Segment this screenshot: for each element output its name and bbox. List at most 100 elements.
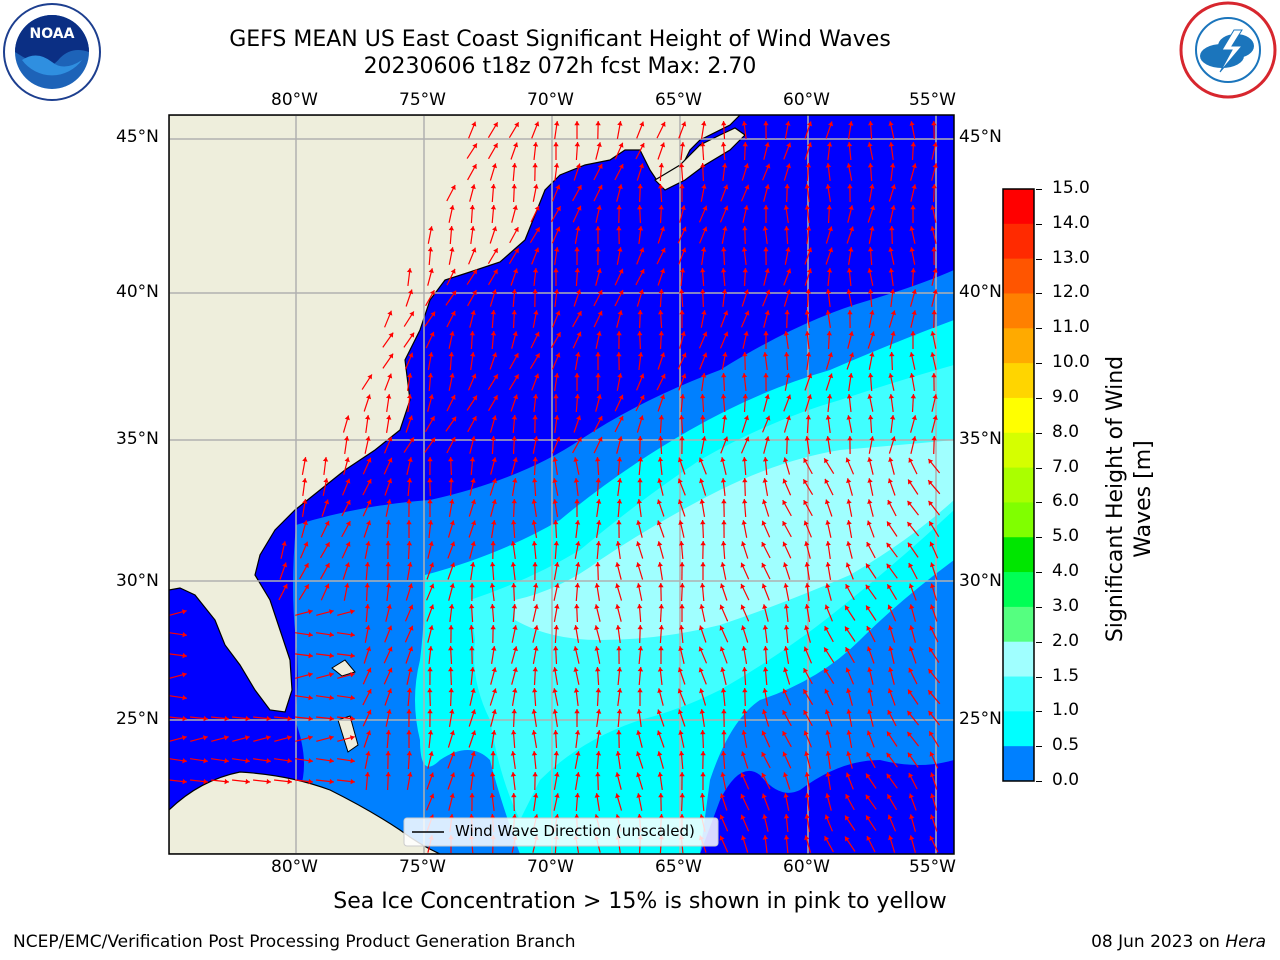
wind-arrow-head <box>910 394 916 399</box>
wind-arrow-head <box>742 142 748 147</box>
colorbar-label: Significant Height of Wind Waves [m] <box>1102 349 1158 649</box>
wind-arrow-head <box>681 121 687 127</box>
wind-arrow-head <box>534 121 540 127</box>
wind-arrow-head <box>491 415 497 421</box>
wind-arrow-head <box>638 289 644 295</box>
wind-arrow-head <box>763 646 769 651</box>
wind-arrow-head <box>890 310 896 316</box>
wind-arrow-head <box>388 332 394 338</box>
wind-arrow-head <box>636 709 642 714</box>
wind-arrow-head <box>761 730 767 736</box>
wind-arrow-head <box>866 815 871 821</box>
wind-arrow-head <box>803 710 809 716</box>
wind-arrow-head <box>931 184 937 189</box>
wind-wave-arrows <box>169 120 941 854</box>
wind-arrow-head <box>513 353 519 359</box>
wind-arrow-head <box>657 541 663 547</box>
wind-arrow-head <box>909 247 915 252</box>
wind-arrow-head <box>448 457 454 462</box>
wind-arrow-head <box>741 541 747 547</box>
wind-arrow-head <box>472 143 477 149</box>
wind-arrow-head <box>764 310 770 316</box>
wind-arrow-head <box>618 164 624 169</box>
footer-date: 08 Jun 2023 on Hera <box>1091 932 1266 952</box>
wind-arrow-head <box>493 122 498 128</box>
wind-arrow-head <box>782 541 788 547</box>
wind-arrow-head <box>784 352 790 357</box>
wind-arrow-head <box>615 541 621 546</box>
wind-arrow-head <box>427 247 434 252</box>
wind-arrow-head <box>828 121 834 127</box>
wind-arrow-head <box>554 604 560 609</box>
wind-arrow-head <box>637 310 643 315</box>
wind-arrow-head <box>470 499 476 505</box>
wind-arrow-head <box>639 143 645 148</box>
wind-arrow-head <box>364 772 371 777</box>
wind-arrow-head <box>908 773 914 778</box>
wind-arrow-head <box>678 625 685 630</box>
wind-arrow-head <box>722 226 728 231</box>
wind-arrow-head <box>887 500 893 505</box>
wind-arrow-head <box>365 415 371 420</box>
wind-arrow-head <box>245 778 250 785</box>
wind-arrow-head <box>930 772 935 778</box>
wind-arrow-head <box>824 668 829 674</box>
wind-arrow-head <box>574 268 580 273</box>
wind-arrow-head <box>846 541 852 546</box>
wind-arrow-head <box>660 394 666 400</box>
wind-arrow-head <box>887 688 893 694</box>
wind-arrow-head <box>366 394 372 400</box>
wind-arrow-head <box>762 499 768 505</box>
wind-arrow-head <box>511 415 518 420</box>
lat-label-right-40n: 40°N <box>959 282 1002 302</box>
wind-arrow-head <box>656 520 662 526</box>
wind-arrow-head <box>595 373 601 378</box>
wind-arrow-head <box>385 562 391 567</box>
wind-arrow-head <box>721 709 727 714</box>
wind-arrow-head <box>493 269 498 275</box>
wind-arrow-head <box>867 667 873 672</box>
wind-arrow-head <box>636 793 642 798</box>
wind-arrow-head <box>637 688 643 693</box>
wind-arrow-head <box>428 352 434 357</box>
wind-arrow-head <box>890 436 896 442</box>
wind-arrow-head <box>702 352 708 358</box>
wind-arrow-head <box>595 667 601 672</box>
wind-arrow-head <box>576 331 582 337</box>
wind-arrow-head <box>427 646 434 651</box>
wind-arrow-head <box>722 352 728 357</box>
wind-arrow-head <box>575 352 581 357</box>
wind-arrow-head <box>597 164 603 169</box>
wind-arrow-head <box>804 751 810 756</box>
wind-arrow-head <box>552 499 558 504</box>
wind-arrow-head <box>493 248 498 254</box>
wind-arrow-head <box>742 394 748 399</box>
lat-label-left-25n: 25°N <box>116 709 159 729</box>
colorbar-label-line2: Waves [m] <box>1131 440 1156 558</box>
wind-arrow-head <box>448 688 454 693</box>
wind-arrow-head <box>824 814 830 820</box>
wind-arrow-head <box>553 541 559 546</box>
wind-arrow-head <box>845 605 850 611</box>
wind-arrow-head <box>429 331 435 337</box>
nws-logo <box>1179 1 1277 99</box>
wind-arrow-head <box>825 163 832 168</box>
wind-arrow-head <box>741 751 746 757</box>
wind-arrow-head <box>719 646 725 652</box>
wind-arrow-head <box>911 184 917 189</box>
wind-arrow-head <box>531 541 538 546</box>
wind-arrow-head <box>491 499 497 505</box>
wind-arrow-head <box>223 735 229 741</box>
wind-arrow-head <box>886 563 892 569</box>
wind-arrow-head <box>702 226 708 232</box>
wind-arrow-head <box>932 163 938 168</box>
wind-arrow-head <box>203 758 208 764</box>
wind-arrow-head <box>449 583 455 588</box>
wind-arrow-head <box>720 751 727 756</box>
wind-arrow-head <box>723 184 729 190</box>
wind-arrow-head <box>888 457 894 462</box>
wind-arrow-head <box>491 646 497 651</box>
wind-arrow-head <box>866 752 872 757</box>
wind-arrow-head <box>723 331 729 337</box>
wind-arrow-head <box>930 352 936 357</box>
